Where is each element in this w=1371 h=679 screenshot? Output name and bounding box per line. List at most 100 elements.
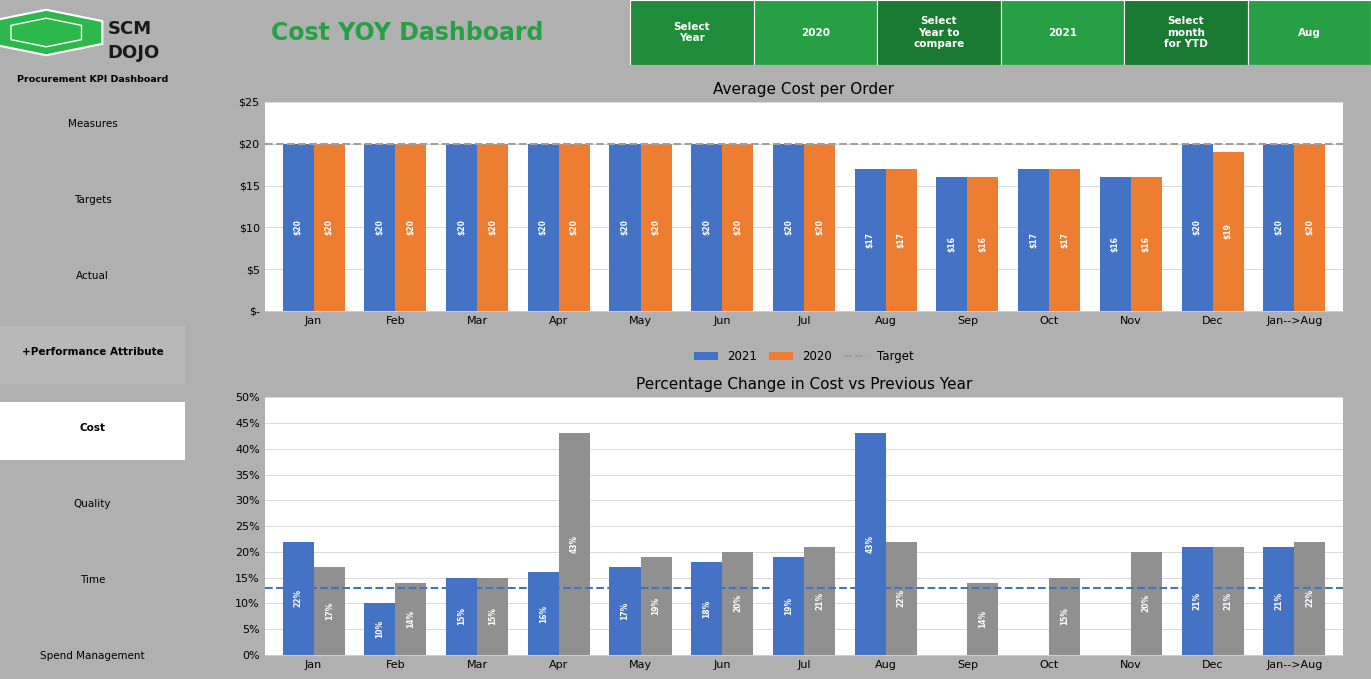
Text: $20: $20 xyxy=(457,219,466,235)
Bar xyxy=(803,547,835,655)
Text: Quality: Quality xyxy=(74,499,111,509)
Bar xyxy=(1212,152,1243,311)
Bar xyxy=(803,144,835,311)
Bar xyxy=(395,144,426,311)
Bar xyxy=(395,583,426,655)
Bar xyxy=(610,144,640,311)
Bar xyxy=(877,0,1001,65)
Text: $20: $20 xyxy=(1274,219,1283,235)
Text: 22%: 22% xyxy=(1305,589,1315,607)
Text: 10%: 10% xyxy=(376,620,384,638)
Text: 15%: 15% xyxy=(488,607,498,625)
Bar xyxy=(773,144,803,311)
Text: $17: $17 xyxy=(1030,232,1038,248)
Bar xyxy=(936,177,968,311)
Text: $16: $16 xyxy=(1111,236,1120,252)
Bar xyxy=(723,552,753,655)
Bar xyxy=(0,326,185,384)
Bar xyxy=(446,144,477,311)
Bar xyxy=(365,144,395,311)
Text: $20: $20 xyxy=(570,219,579,235)
Text: Procurement KPI Dashboard: Procurement KPI Dashboard xyxy=(16,75,169,84)
Text: 19%: 19% xyxy=(784,597,792,615)
Bar xyxy=(282,144,314,311)
Text: 2021: 2021 xyxy=(1047,28,1076,37)
Text: Select
month
for YTD: Select month for YTD xyxy=(1164,16,1208,49)
Text: Time: Time xyxy=(80,574,106,585)
Bar xyxy=(282,542,314,655)
Text: $20: $20 xyxy=(1193,219,1201,235)
Text: $17: $17 xyxy=(865,232,875,248)
Text: 20%: 20% xyxy=(1142,594,1150,612)
Text: $20: $20 xyxy=(325,219,333,235)
Bar xyxy=(314,144,344,311)
Bar xyxy=(754,0,877,65)
Text: 15%: 15% xyxy=(1060,607,1069,625)
Text: $17: $17 xyxy=(1060,232,1069,248)
Text: SCM: SCM xyxy=(107,20,151,38)
Bar xyxy=(1248,0,1371,65)
Bar xyxy=(1131,552,1161,655)
Bar xyxy=(640,557,672,655)
Bar xyxy=(1001,0,1124,65)
Text: Cost: Cost xyxy=(80,423,106,433)
Bar xyxy=(1182,144,1212,311)
Bar xyxy=(528,572,559,655)
Text: $20: $20 xyxy=(733,219,742,235)
Text: Targets: Targets xyxy=(74,195,111,205)
Text: Cost YOY Dashboard: Cost YOY Dashboard xyxy=(271,20,544,45)
Bar xyxy=(314,567,344,655)
Legend: 2021, 2020, Target: 2021, 2020, Target xyxy=(690,345,919,367)
Text: 22%: 22% xyxy=(293,589,303,607)
Text: 21%: 21% xyxy=(1193,591,1201,610)
Text: 17%: 17% xyxy=(621,602,629,620)
Text: 20%: 20% xyxy=(733,594,742,612)
Text: 18%: 18% xyxy=(702,600,712,618)
Bar xyxy=(691,144,723,311)
Title: Percentage Change in Cost vs Previous Year: Percentage Change in Cost vs Previous Ye… xyxy=(636,377,972,392)
Bar xyxy=(559,144,590,311)
Bar xyxy=(640,144,672,311)
Bar xyxy=(723,144,753,311)
Text: Actual: Actual xyxy=(75,271,108,281)
Text: $16: $16 xyxy=(1142,236,1150,252)
Text: Measures: Measures xyxy=(67,120,118,129)
Text: 21%: 21% xyxy=(1274,591,1283,610)
Bar xyxy=(365,604,395,655)
Text: $20: $20 xyxy=(376,219,384,235)
Text: +Performance Attribute: +Performance Attribute xyxy=(22,347,163,357)
Text: 19%: 19% xyxy=(651,597,661,615)
Text: DOJO: DOJO xyxy=(107,44,159,62)
Bar xyxy=(610,567,640,655)
Text: $17: $17 xyxy=(897,232,906,248)
Text: 21%: 21% xyxy=(814,591,824,610)
Text: 2020: 2020 xyxy=(801,28,829,37)
Bar xyxy=(854,169,886,311)
Text: $20: $20 xyxy=(488,219,498,235)
Bar xyxy=(1294,542,1326,655)
Text: $20: $20 xyxy=(1305,219,1315,235)
Text: $16: $16 xyxy=(947,236,957,252)
Text: $20: $20 xyxy=(651,219,661,235)
Bar xyxy=(1263,547,1294,655)
Text: $20: $20 xyxy=(539,219,548,235)
Bar xyxy=(691,562,723,655)
Bar xyxy=(1263,144,1294,311)
Bar xyxy=(1049,578,1080,655)
Text: 43%: 43% xyxy=(865,535,875,553)
Text: $20: $20 xyxy=(293,219,303,235)
Bar xyxy=(1131,177,1161,311)
Text: $20: $20 xyxy=(814,219,824,235)
Bar xyxy=(773,557,803,655)
Text: 17%: 17% xyxy=(325,602,333,620)
Text: $20: $20 xyxy=(784,219,792,235)
Bar xyxy=(1100,177,1131,311)
Bar xyxy=(968,583,998,655)
Bar xyxy=(1019,169,1049,311)
Text: Aug: Aug xyxy=(1298,28,1320,37)
Text: 16%: 16% xyxy=(539,604,548,623)
Bar xyxy=(559,433,590,655)
Text: Select
Year: Select Year xyxy=(673,22,710,43)
Text: $20: $20 xyxy=(621,219,629,235)
Title: Average Cost per Order: Average Cost per Order xyxy=(713,81,894,96)
